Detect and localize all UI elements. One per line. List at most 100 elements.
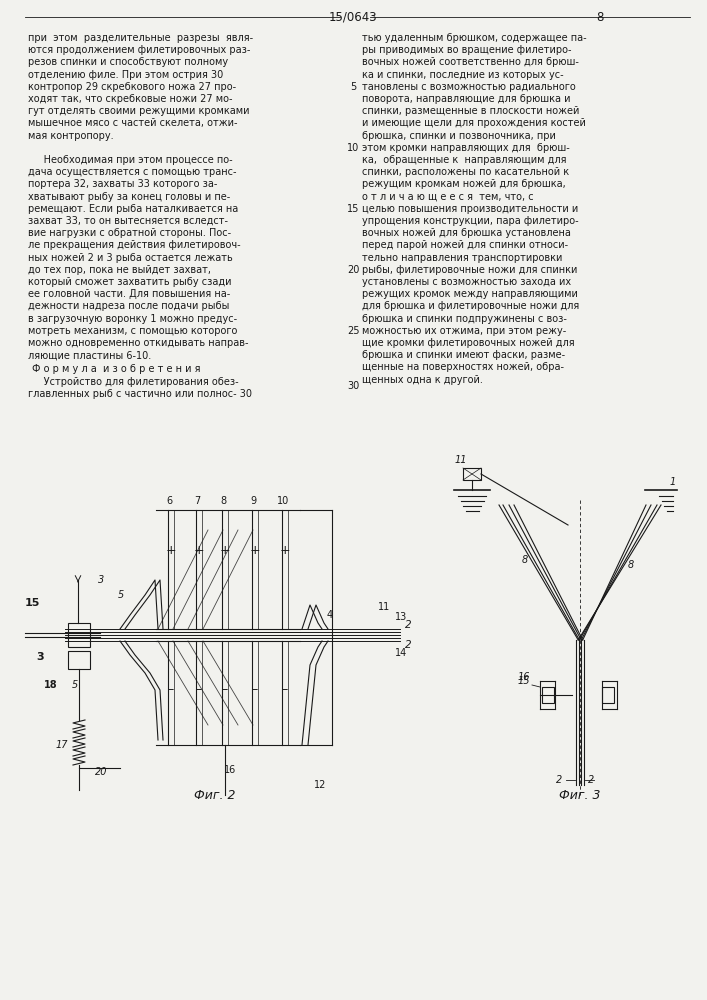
Text: мышечное мясо с частей скелета, отжи-: мышечное мясо с частей скелета, отжи- <box>28 118 238 128</box>
Text: –: – <box>222 684 228 696</box>
Text: 15: 15 <box>24 598 40 608</box>
Text: 16: 16 <box>518 672 530 682</box>
Text: 3: 3 <box>98 575 104 585</box>
Text: мотреть механизм, с помощью которого: мотреть механизм, с помощью которого <box>28 326 238 336</box>
Text: вочных ножей для брюшка установлена: вочных ножей для брюшка установлена <box>362 228 571 238</box>
Text: портера 32, захваты 33 которого за-: портера 32, захваты 33 которого за- <box>28 179 217 189</box>
Text: отделению филе. При этом острия 30: отделению филе. При этом острия 30 <box>28 70 223 80</box>
Text: Фиг. 3: Фиг. 3 <box>559 789 601 802</box>
Text: 8: 8 <box>220 496 226 506</box>
Text: +: + <box>194 544 204 556</box>
Bar <box>542 687 554 703</box>
Text: 5: 5 <box>350 82 356 92</box>
Text: упрощения конструкции, пара филетиро-: упрощения конструкции, пара филетиро- <box>362 216 578 226</box>
Text: –: – <box>196 684 202 696</box>
Text: установлены с возможностью захода их: установлены с возможностью захода их <box>362 277 571 287</box>
Text: гут отделять своими режущими кромками: гут отделять своими режущими кромками <box>28 106 250 116</box>
Text: ры приводимых во вращение филетиро-: ры приводимых во вращение филетиро- <box>362 45 571 55</box>
Text: для брюшка и филетировочные ножи для: для брюшка и филетировочные ножи для <box>362 301 579 311</box>
Text: 10: 10 <box>277 496 289 506</box>
Text: 7: 7 <box>194 496 200 506</box>
Text: 5: 5 <box>118 590 124 600</box>
Text: тью удаленным брюшком, содержащее па-: тью удаленным брюшком, содержащее па- <box>362 33 587 43</box>
Bar <box>68 623 90 647</box>
Text: резов спинки и способствуют полному: резов спинки и способствуют полному <box>28 57 228 67</box>
Text: 25: 25 <box>346 326 359 336</box>
Text: 17: 17 <box>56 740 68 750</box>
Text: 11: 11 <box>455 455 467 465</box>
Text: 13: 13 <box>395 612 407 622</box>
Text: до тех пор, пока не выйдет захват,: до тех пор, пока не выйдет захват, <box>28 265 211 275</box>
Bar <box>602 687 614 703</box>
Bar <box>68 651 90 669</box>
Text: –: – <box>252 684 258 696</box>
Text: ее головной части. Для повышения на-: ее головной части. Для повышения на- <box>28 289 230 299</box>
Text: режущих кромок между направляющими: режущих кромок между направляющими <box>362 289 578 299</box>
Text: который сможет захватить рыбу сзади: который сможет захватить рыбу сзади <box>28 277 231 287</box>
Text: +: + <box>250 544 260 556</box>
Text: ка,  обращенные к  направляющим для: ка, обращенные к направляющим для <box>362 155 566 165</box>
Text: ка и спинки, последние из которых ус-: ка и спинки, последние из которых ус- <box>362 70 563 80</box>
Text: 12: 12 <box>314 780 326 790</box>
Text: этом кромки направляющих для  брюш-: этом кромки направляющих для брюш- <box>362 143 570 153</box>
Text: 20: 20 <box>95 767 107 777</box>
Text: –: – <box>282 684 288 696</box>
Text: 6: 6 <box>166 496 172 506</box>
Text: 8: 8 <box>628 560 634 570</box>
Text: мая контропору.: мая контропору. <box>28 131 114 141</box>
Text: ле прекращения действия филетировоч-: ле прекращения действия филетировоч- <box>28 240 240 250</box>
Text: 2: 2 <box>556 775 562 785</box>
Text: 2: 2 <box>405 640 411 650</box>
Text: 15: 15 <box>518 676 530 686</box>
Text: Фиг. 2: Фиг. 2 <box>194 789 235 802</box>
Text: 1: 1 <box>670 477 677 487</box>
Text: +: + <box>165 544 176 556</box>
Text: режущим кромкам ножей для брюшка,: режущим кромкам ножей для брюшка, <box>362 179 566 189</box>
Text: Устройство для филетирования обез-: Устройство для филетирования обез- <box>28 377 239 387</box>
Text: главленных рыб с частично или полнос- 30: главленных рыб с частично или полнос- 30 <box>28 389 252 399</box>
Text: спинки, расположены по касательной к: спинки, расположены по касательной к <box>362 167 569 177</box>
Text: в загрузочную воронку 1 можно предус-: в загрузочную воронку 1 можно предус- <box>28 314 237 324</box>
Text: 8: 8 <box>596 11 604 24</box>
Text: брюшка и спинки имеют фаски, разме-: брюшка и спинки имеют фаски, разме- <box>362 350 565 360</box>
Text: о т л и ч а ю щ е е с я  тем, что, с: о т л и ч а ю щ е е с я тем, что, с <box>362 192 534 202</box>
Text: брюшка и спинки подпружинены с воз-: брюшка и спинки подпружинены с воз- <box>362 314 567 324</box>
Text: 4: 4 <box>327 610 333 620</box>
Text: можно одновременно откидывать направ-: можно одновременно откидывать направ- <box>28 338 248 348</box>
Text: 16: 16 <box>224 765 236 775</box>
Bar <box>463 468 481 480</box>
Text: 11: 11 <box>378 602 390 612</box>
Text: дежности надреза после подачи рыбы: дежности надреза после подачи рыбы <box>28 301 229 311</box>
Text: спинки, размещенные в плоскости ножей: спинки, размещенные в плоскости ножей <box>362 106 579 116</box>
Text: перед парой ножей для спинки относи-: перед парой ножей для спинки относи- <box>362 240 568 250</box>
Text: тановлены с возможностью радиального: тановлены с возможностью радиального <box>362 82 575 92</box>
Text: щие кромки филетировочных ножей для: щие кромки филетировочных ножей для <box>362 338 575 348</box>
Text: вие нагрузки с обратной стороны. Пос-: вие нагрузки с обратной стороны. Пос- <box>28 228 231 238</box>
Text: 9: 9 <box>250 496 256 506</box>
Text: при  этом  разделительные  разрезы  явля-: при этом разделительные разрезы явля- <box>28 33 253 43</box>
Text: поворота, направляющие для брюшка и: поворота, направляющие для брюшка и <box>362 94 571 104</box>
Text: 20: 20 <box>347 265 359 275</box>
Text: можностью их отжима, при этом режу-: можностью их отжима, при этом режу- <box>362 326 566 336</box>
Text: 3: 3 <box>36 652 44 662</box>
Text: Необходимая при этом процессе по-: Необходимая при этом процессе по- <box>28 155 233 165</box>
Text: 15/0643: 15/0643 <box>329 11 378 24</box>
Text: ляющие пластины 6-10.: ляющие пластины 6-10. <box>28 350 151 360</box>
Text: вочных ножей соответственно для брюш-: вочных ножей соответственно для брюш- <box>362 57 579 67</box>
Text: дача осуществляется с помощью транс-: дача осуществляется с помощью транс- <box>28 167 237 177</box>
Text: ются продолжением филетировочных раз-: ются продолжением филетировочных раз- <box>28 45 250 55</box>
Text: и имеющие щели для прохождения костей: и имеющие щели для прохождения костей <box>362 118 586 128</box>
Text: 10: 10 <box>347 143 359 153</box>
Text: щенные на поверхностях ножей, обра-: щенные на поверхностях ножей, обра- <box>362 362 564 372</box>
Text: 15: 15 <box>347 204 359 214</box>
Text: Ф о р м у л а  и з о б р е т е н и я: Ф о р м у л а и з о б р е т е н и я <box>32 364 201 374</box>
Text: 14: 14 <box>395 648 407 658</box>
Text: ходят так, что скребковые ножи 27 мо-: ходят так, что скребковые ножи 27 мо- <box>28 94 233 104</box>
Text: тельно направления транспортировки: тельно направления транспортировки <box>362 253 562 263</box>
Text: целью повышения производительности и: целью повышения производительности и <box>362 204 578 214</box>
Text: 2: 2 <box>588 775 595 785</box>
Text: щенных одна к другой.: щенных одна к другой. <box>362 375 483 385</box>
Text: 30: 30 <box>347 381 359 391</box>
Text: ремещают. Если рыба наталкивается на: ремещают. Если рыба наталкивается на <box>28 204 238 214</box>
Text: –: – <box>168 684 174 696</box>
